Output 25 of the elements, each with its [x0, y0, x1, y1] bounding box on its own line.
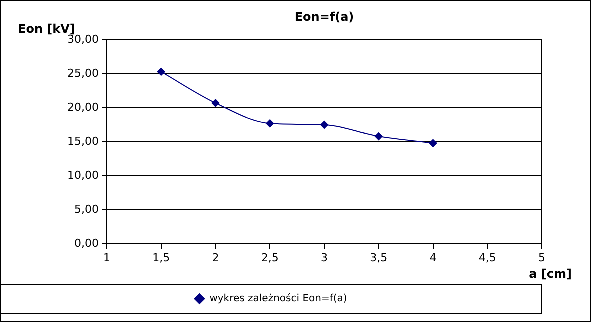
x-tick-label: 3,5 — [370, 251, 388, 264]
point — [320, 121, 328, 129]
y-tick-label: 5,00 — [74, 202, 99, 216]
y-tick-label: 20,00 — [68, 100, 99, 114]
point — [374, 132, 383, 141]
x-tick-label: 3 — [321, 251, 328, 264]
x-tick-label: 2 — [212, 251, 220, 264]
x-tick-label: 4,5 — [478, 251, 496, 264]
x-tick-label: 1,5 — [152, 251, 170, 264]
legend-label: wykres zależności Eon=f(a) — [210, 292, 348, 305]
x-axis-title: a [cm] — [529, 267, 572, 282]
x-tick-label: 4 — [430, 251, 437, 264]
point — [212, 99, 220, 108]
point — [429, 139, 438, 148]
y-tick-label: 25,00 — [68, 66, 99, 80]
point — [157, 68, 166, 76]
x-tick-label: 2,5 — [261, 251, 279, 264]
y-tick-label: 10,00 — [68, 168, 99, 182]
y-axis-title: Eon [kV] — [18, 22, 76, 36]
y-tick-label: 15,00 — [68, 134, 99, 148]
x-tick-label: 1 — [104, 251, 110, 264]
point — [266, 120, 274, 128]
x-tick-label: 5 — [538, 251, 546, 264]
chart-title: Eon=f(a) — [294, 10, 354, 24]
y-tick-label: 0,00 — [74, 236, 99, 250]
